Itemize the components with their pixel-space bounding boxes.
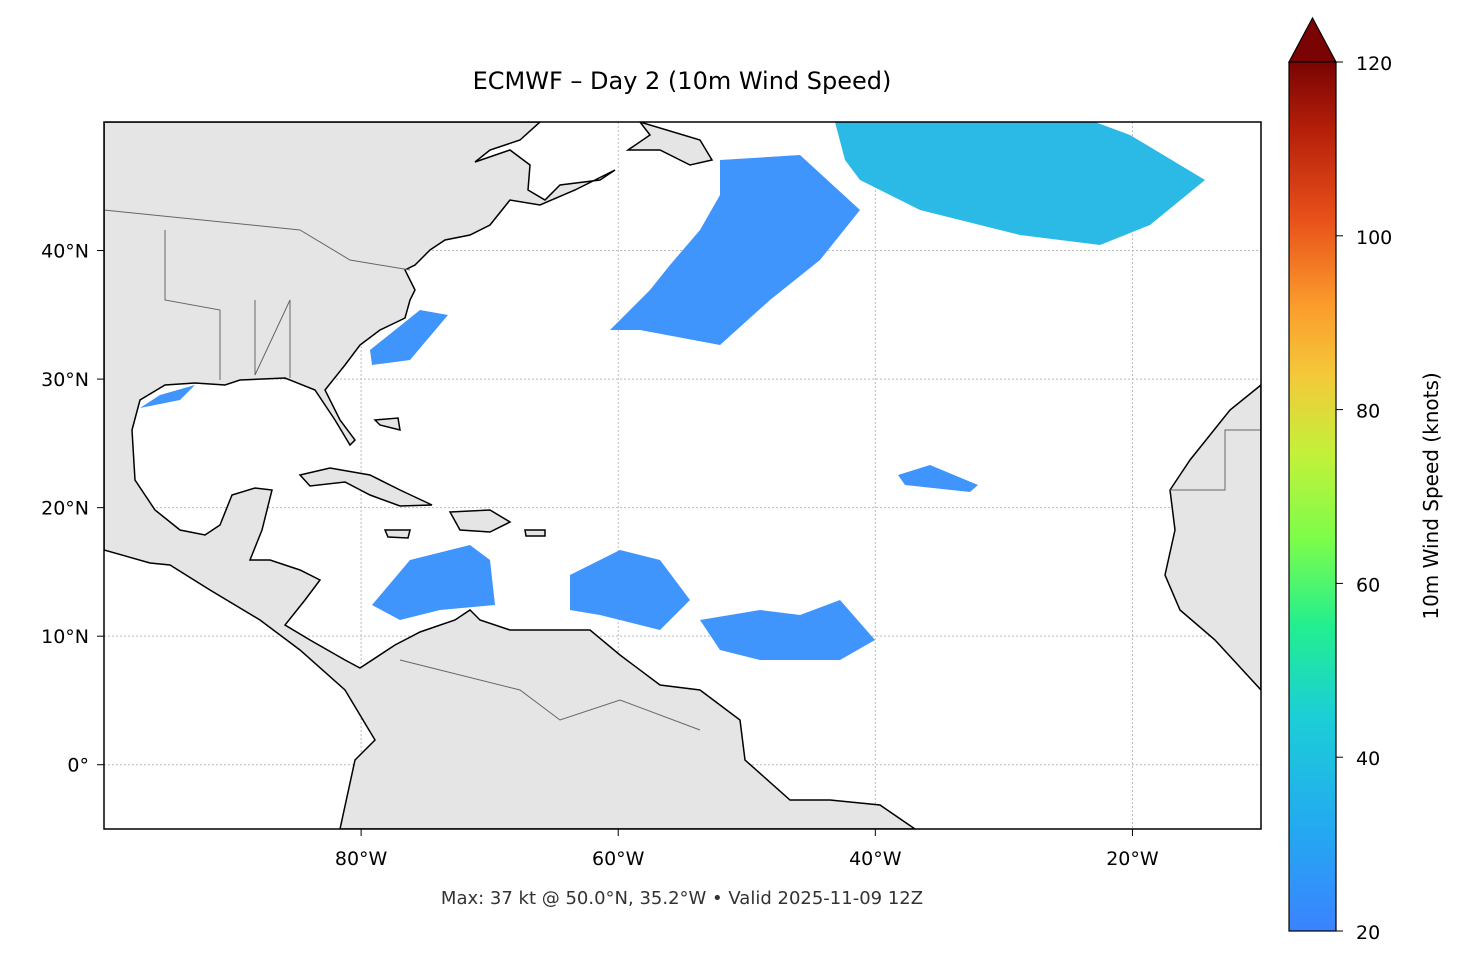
bahamas (373, 417, 401, 432)
colorbar-tick-label: 40 (1356, 748, 1380, 770)
y-tick-label: 0° (67, 755, 89, 777)
wind-area (570, 550, 690, 630)
jamaica (383, 529, 411, 539)
colorbar-label: 10m Wind Speed (knots) (1419, 372, 1443, 619)
state-borders (104, 209, 411, 271)
colorbar-tick-label: 120 (1356, 53, 1392, 75)
wind-area (610, 155, 860, 345)
wind-area (370, 310, 448, 365)
x-tick-label: 60°W (592, 848, 645, 870)
wind-area (700, 600, 875, 660)
state-borders (164, 230, 221, 380)
wind-area (898, 465, 978, 492)
americas (104, 122, 917, 829)
cuba (298, 467, 433, 507)
y-tick-label: 20°N (41, 498, 89, 520)
wind-area (835, 122, 1205, 245)
wind-area (372, 545, 495, 620)
y-tick-label: 40°N (41, 241, 89, 263)
country-borders (399, 659, 701, 731)
footer: Max: 37 kt @ 50.0°N, 35.2°W • Valid 2025… (441, 888, 923, 909)
colorbar-tick-label: 20 (1356, 922, 1380, 944)
hispaniola (448, 509, 512, 533)
wind-area (140, 385, 195, 408)
map-frame (103, 121, 1262, 830)
title: ECMWF – Day 2 (10m Wind Speed) (473, 67, 892, 95)
newfoundland (625, 122, 714, 166)
x-tick-label: 20°W (1106, 848, 1159, 870)
y-tick-label: 10°N (41, 626, 89, 648)
state-borders (254, 299, 291, 378)
africa (1164, 384, 1261, 692)
colorbar-tick-label: 60 (1356, 574, 1380, 596)
y-tick-label: 30°N (41, 369, 89, 391)
map-area (104, 122, 1261, 829)
colorbar-extend (1287, 16, 1338, 63)
colorbar (1288, 61, 1337, 932)
x-tick-label: 80°W (335, 848, 388, 870)
colorbar-tick-label: 80 (1356, 401, 1380, 423)
colorbar-tick-label: 100 (1356, 227, 1392, 249)
puerto-rico (524, 529, 546, 537)
x-tick-label: 40°W (849, 848, 902, 870)
country-borders (1170, 429, 1261, 491)
